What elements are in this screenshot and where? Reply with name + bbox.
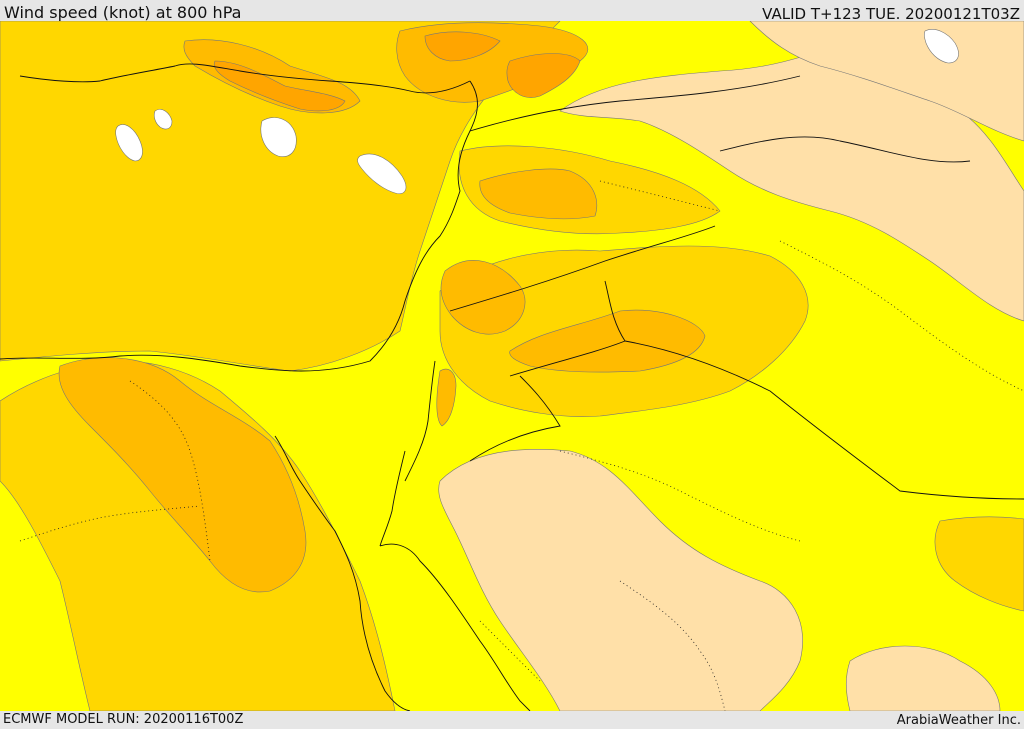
admin-lines — [19, 180, 1024, 711]
wind-band-strong-jordan — [440, 260, 526, 335]
wind-band-calm-3 — [115, 124, 143, 162]
red-sea-east — [379, 543, 531, 711]
jordan-valley — [404, 360, 436, 482]
border-east-1 — [449, 225, 716, 312]
wind-band-strong-iraq — [509, 309, 706, 373]
wind-band-calm-5 — [153, 109, 173, 130]
credit-label: ArabiaWeather Inc. — [896, 713, 1021, 728]
wind-map[interactable] — [0, 21, 1024, 711]
coastline-med — [0, 80, 478, 372]
wind-band-stronger-north — [213, 60, 346, 112]
borders — [0, 63, 1024, 711]
wind-band-stronger-ne — [424, 31, 501, 62]
footer-bar: ECMWF MODEL RUN: 20200116T00Z ArabiaWeat… — [0, 711, 1024, 729]
wind-band-calm-4 — [924, 29, 959, 64]
wind-band-medium-far-east — [934, 516, 1024, 612]
border-iraq-iran — [719, 136, 971, 163]
coastline-turkey — [19, 63, 471, 94]
gulf-of-aqaba — [379, 450, 406, 547]
header-bar: Wind speed (knot) at 800 hPa VALID T+123… — [0, 0, 1024, 23]
valid-time: VALID T+123 TUE. 20200121T03Z — [762, 5, 1020, 23]
wind-band-strong-dead-sea — [436, 368, 457, 427]
map-title: Wind speed (knot) at 800 hPa — [4, 3, 242, 22]
wind-band-calm-1 — [260, 117, 297, 157]
gulf-of-suez — [274, 435, 411, 711]
border-south — [469, 375, 561, 462]
wind-band-calm-2 — [357, 153, 407, 194]
wind-band-very-light-se — [438, 449, 803, 711]
model-run: ECMWF MODEL RUN: 20200116T00Z — [3, 712, 244, 727]
wind-band-strong-syria — [479, 168, 598, 220]
border-east-2 — [509, 340, 1024, 500]
wind-band-very-light-sw-corner — [845, 645, 1001, 711]
border-east-3 — [604, 280, 626, 342]
border-syria-turkey — [469, 75, 801, 132]
wind-band-very-light-ne — [559, 50, 1024, 322]
wind-band-strong-sinai — [58, 357, 307, 593]
wind-band-stronger-east — [506, 53, 581, 98]
